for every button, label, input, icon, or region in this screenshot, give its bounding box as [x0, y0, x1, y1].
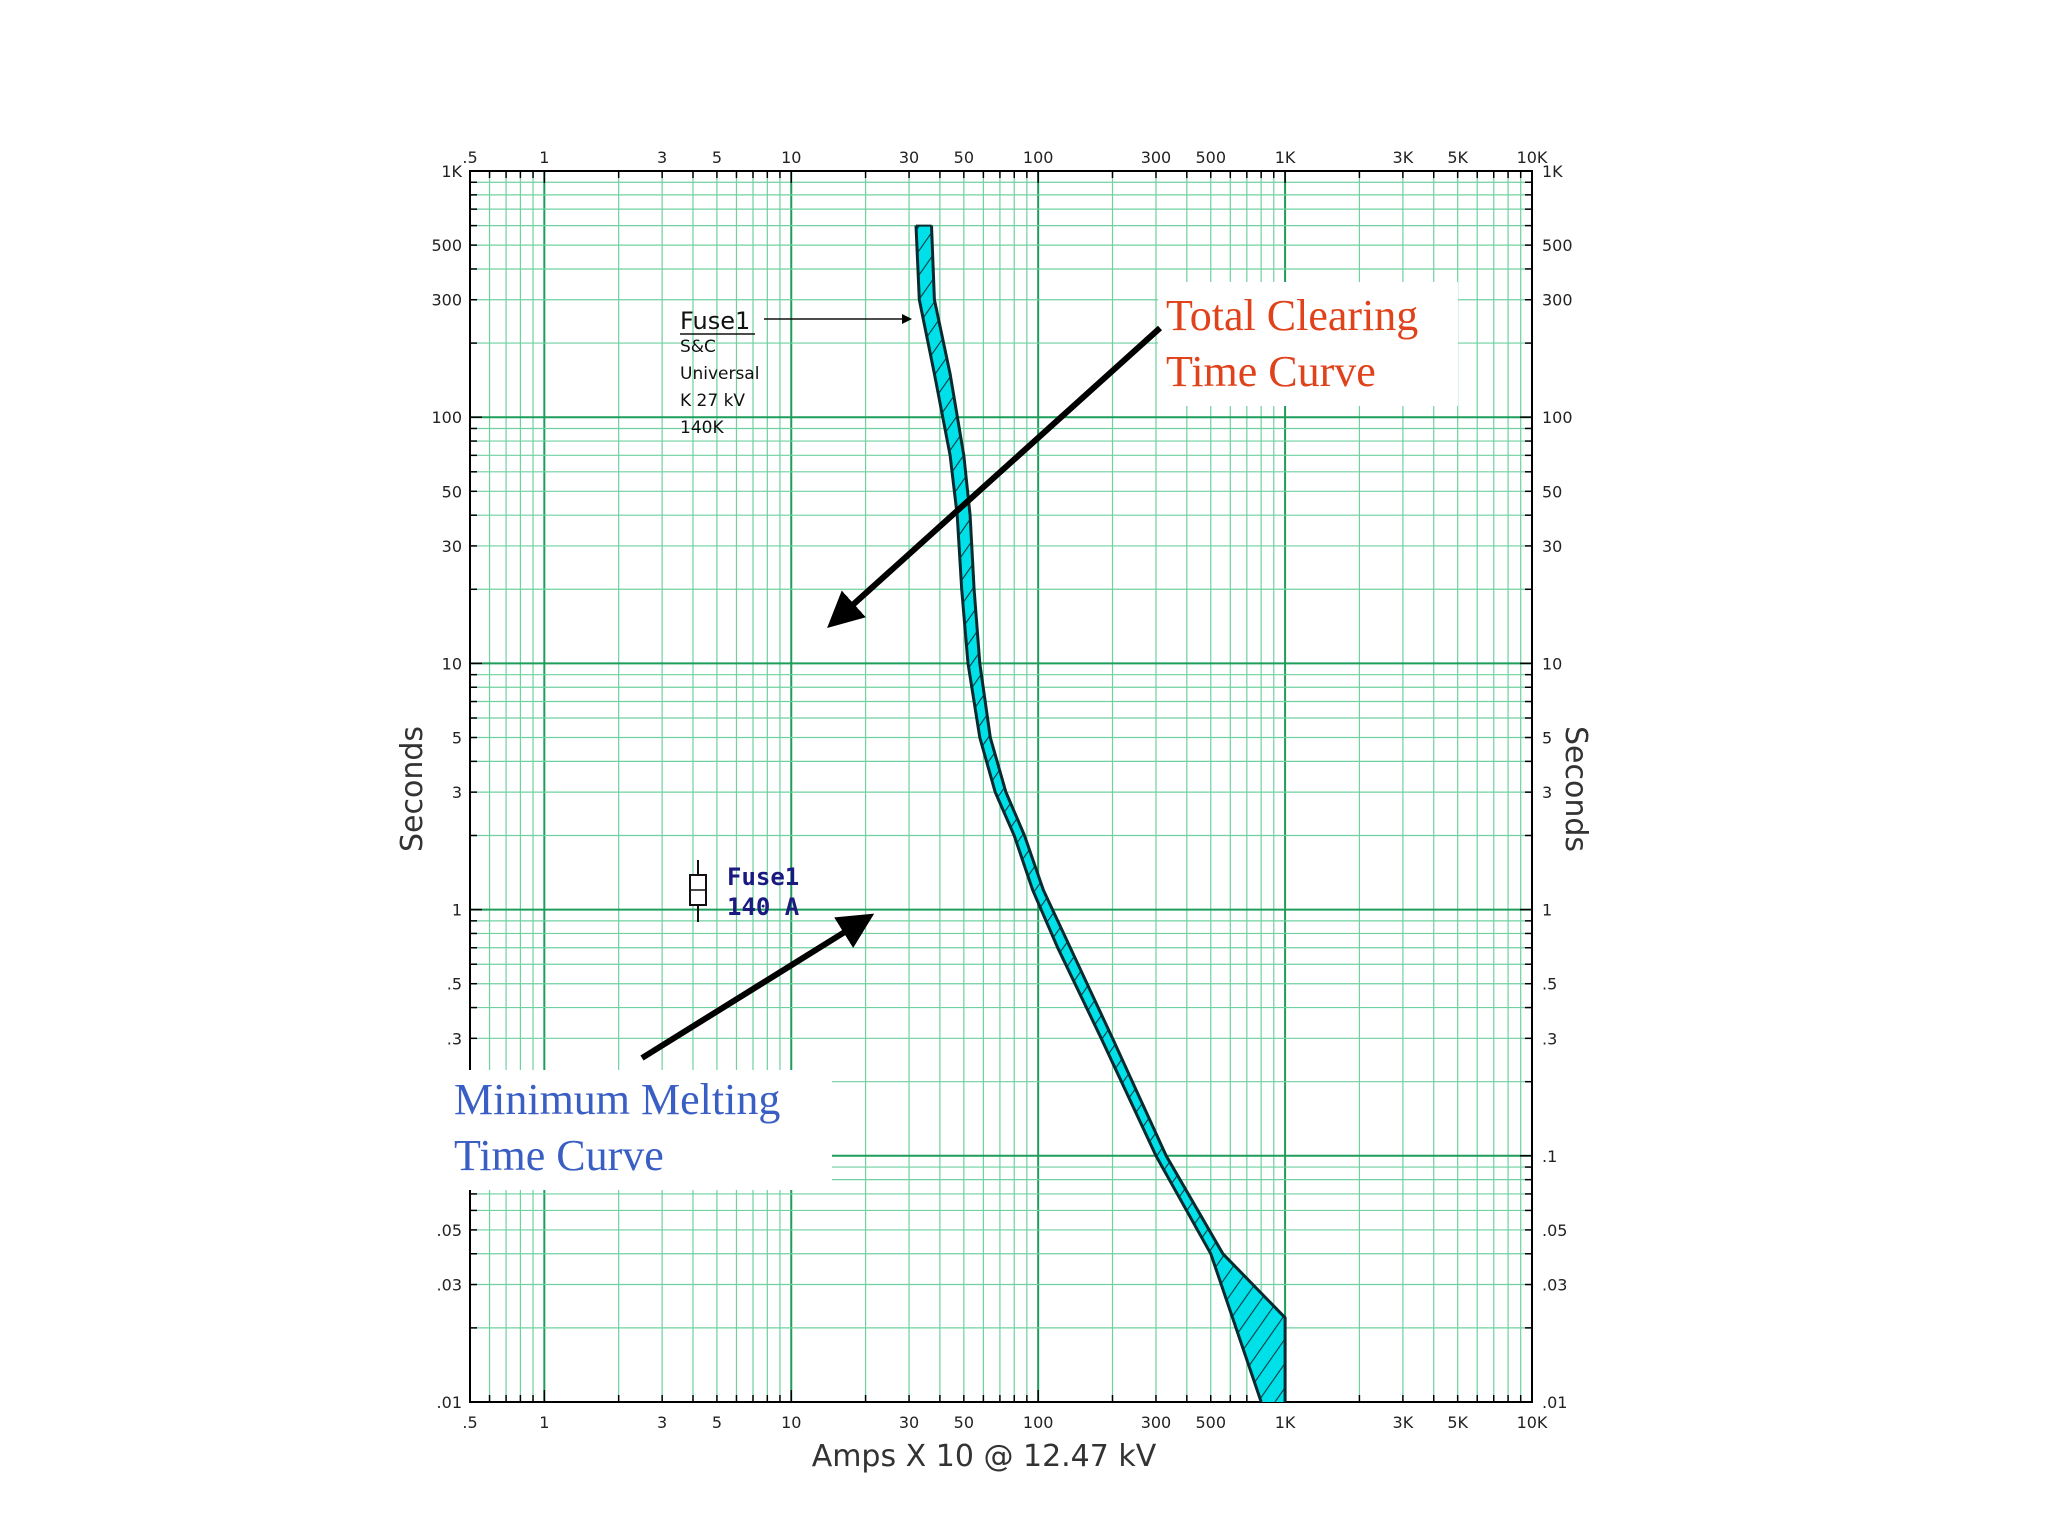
y-tick-label-right: .03 — [1542, 1276, 1567, 1295]
total-clearing-arrow — [827, 325, 1163, 629]
y-tick-label-right: .05 — [1542, 1221, 1567, 1240]
y-tick-label-right: 10 — [1542, 654, 1562, 673]
minimum-melting-line-1: Minimum Melting — [454, 1075, 780, 1124]
y-tick-label-left: 30 — [442, 537, 462, 556]
total-clearing-line-1: Total Clearing — [1166, 291, 1418, 340]
y-tick-label-left: .3 — [447, 1029, 462, 1048]
fuse-desc-line-3: K 27 kV — [680, 391, 745, 411]
fuse-legend-line-1: Fuse1 — [727, 863, 799, 891]
fuse-desc-line-2: Universal — [680, 364, 759, 384]
y-tick-label-left: .05 — [437, 1221, 462, 1240]
x-tick-label-top: 3 — [657, 148, 667, 167]
x-tick-label-bottom: 50 — [954, 1413, 974, 1432]
fuse-band-fill — [916, 225, 1286, 1403]
x-tick-label-top: 50 — [954, 148, 974, 167]
y-tick-label-right: .01 — [1542, 1393, 1567, 1412]
x-tick-label-bottom: 1 — [539, 1413, 549, 1432]
y-tick-label-right: 5 — [1542, 729, 1552, 748]
minimum-melting-box — [448, 1070, 832, 1190]
plot-frame — [469, 170, 1533, 1403]
y-tick-label-right: .5 — [1542, 975, 1557, 994]
x-tick-label-bottom: .5 — [462, 1413, 477, 1432]
fuse-legend: Fuse1 140 A — [689, 860, 800, 922]
fuse-desc-line-4: 140K — [680, 418, 724, 438]
y-tick-label-right: 3 — [1542, 783, 1552, 802]
y-tick-label-left: .5 — [447, 975, 462, 994]
y-tick-label-right: 30 — [1542, 537, 1562, 556]
minimum-melting-curve — [914, 225, 1263, 1403]
y-tick-label-left: 500 — [431, 236, 462, 255]
minimum-melting-line-2: Time Curve — [454, 1131, 664, 1180]
x-tick-label-top: 5 — [712, 148, 722, 167]
y-tick-label-left: 50 — [442, 482, 462, 501]
x-tick-label-top: 5K — [1447, 148, 1468, 167]
y-axis-title-right: Seconds — [1558, 726, 1593, 852]
x-tick-label-top: 300 — [1141, 148, 1172, 167]
x-tick-label-bottom: 10 — [781, 1413, 801, 1432]
x-axis-title: Amps X 10 @ 12.47 kV — [812, 1439, 1157, 1474]
y-axis-title-left: Seconds — [395, 726, 430, 852]
y-tick-label-left: .01 — [437, 1393, 462, 1412]
x-tick-label-top: 100 — [1023, 148, 1054, 167]
frame-ticks — [469, 170, 1533, 1403]
x-tick-label-bottom: 1K — [1275, 1413, 1296, 1432]
fuse-label-block: Fuse1 S&C Universal K 27 kV 140K — [680, 307, 912, 438]
minimum-melting-annotation: Minimum Melting Time Curve — [448, 913, 875, 1190]
x-tick-label-bottom: 5 — [712, 1413, 722, 1432]
y-tick-label-right: 500 — [1542, 236, 1573, 255]
minimum-melting-arrow — [640, 913, 875, 1061]
x-tick-label-top: 10K — [1517, 148, 1548, 167]
total-clearing-box — [1158, 282, 1458, 406]
fuse-band — [914, 224, 1287, 1403]
x-tick-label-top: 3K — [1393, 148, 1414, 167]
y-tick-label-right: 300 — [1542, 291, 1573, 310]
y-tick-label-left: 100 — [431, 408, 462, 427]
y-tick-label-left: 3 — [452, 783, 462, 802]
x-tick-label-top: 1 — [539, 148, 549, 167]
x-tick-label-top: 1K — [1275, 148, 1296, 167]
x-tick-label-bottom: 300 — [1141, 1413, 1172, 1432]
y-tick-label-right: 100 — [1542, 408, 1573, 427]
y-tick-label-right: .1 — [1542, 1147, 1557, 1166]
total-clearing-curve — [930, 225, 1287, 1402]
y-tick-label-right: 1K — [1542, 162, 1563, 181]
x-tick-label-bottom: 100 — [1023, 1413, 1054, 1432]
x-tick-label-bottom: 30 — [899, 1413, 919, 1432]
y-tick-label-right: 50 — [1542, 482, 1562, 501]
y-tick-label-right: 1 — [1542, 901, 1552, 920]
x-tick-label-bottom: 3K — [1393, 1413, 1414, 1432]
x-tick-label-top: 30 — [899, 148, 919, 167]
y-tick-label-left: 1 — [452, 901, 462, 920]
x-tick-label-bottom: 5K — [1447, 1413, 1468, 1432]
x-tick-label-bottom: 500 — [1195, 1413, 1226, 1432]
fuse-desc-line-1: S&C — [680, 337, 716, 357]
fuse-symbol-icon — [689, 860, 707, 922]
y-tick-label-left: 300 — [431, 291, 462, 310]
total-clearing-line-2: Time Curve — [1166, 347, 1376, 396]
fuse-legend-line-2: 140 A — [727, 893, 800, 921]
y-tick-label-left: .03 — [437, 1276, 462, 1295]
y-tick-label-left: 10 — [442, 654, 462, 673]
x-tick-label-top: 500 — [1195, 148, 1226, 167]
y-tick-label-left: 5 — [452, 729, 462, 748]
fuse-name-label: Fuse1 — [680, 307, 750, 335]
x-tick-label-bottom: 10K — [1517, 1413, 1548, 1432]
x-tick-label-top: 10 — [781, 148, 801, 167]
x-tick-label-bottom: 3 — [657, 1413, 667, 1432]
total-clearing-annotation: Total Clearing Time Curve — [827, 282, 1458, 629]
y-tick-label-left: 1K — [441, 162, 462, 181]
x-tick-label-top: .5 — [462, 148, 477, 167]
y-tick-label-right: .3 — [1542, 1029, 1557, 1048]
